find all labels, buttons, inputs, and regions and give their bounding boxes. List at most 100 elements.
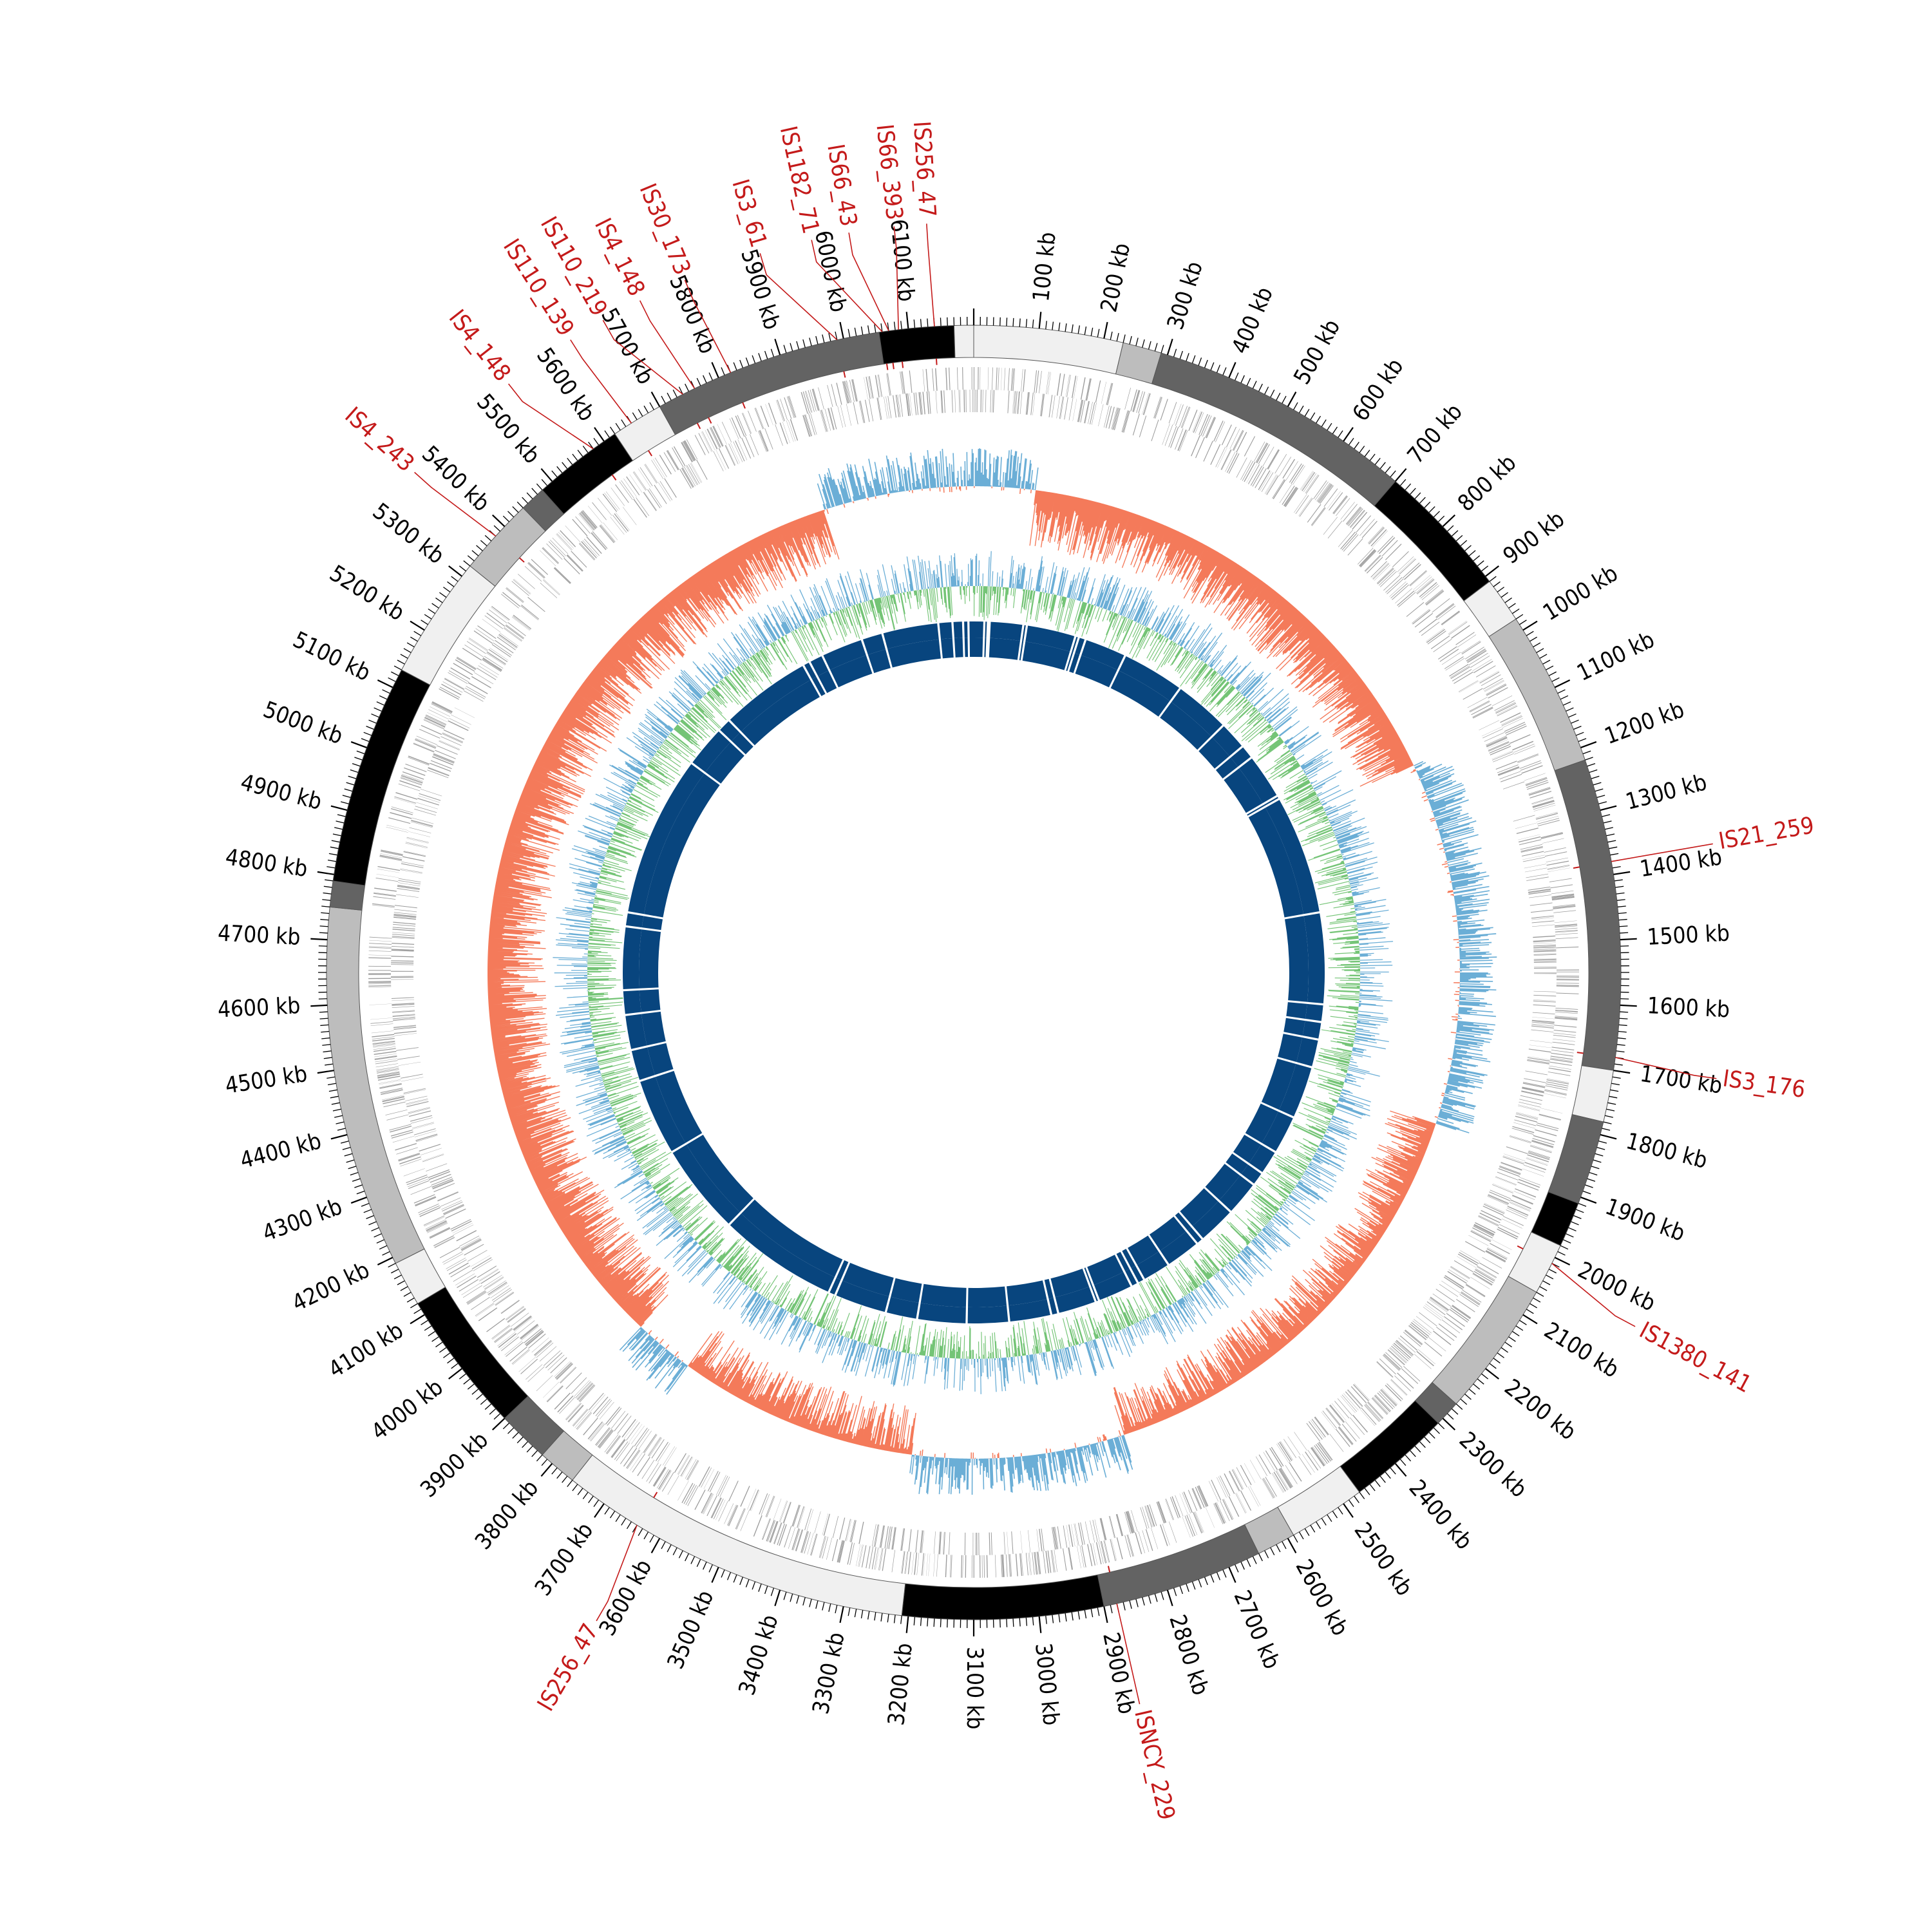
- inner-ring-segment-51: [720, 721, 740, 741]
- minor-tick: [443, 587, 451, 592]
- major-tick: [1038, 312, 1042, 329]
- minor-tick: [860, 326, 864, 335]
- inner-ring-band-4: [1019, 641, 1024, 661]
- minor-tick: [447, 581, 455, 587]
- minor-tick: [354, 757, 363, 761]
- minor-tick: [428, 1331, 436, 1337]
- major-tick: [1554, 1256, 1571, 1266]
- minor-tick: [1607, 840, 1616, 843]
- minor-tick: [1519, 1320, 1527, 1325]
- minor-tick: [332, 833, 341, 837]
- minor-tick: [459, 1373, 466, 1379]
- minor-tick: [363, 732, 372, 736]
- minor-tick: [1332, 426, 1338, 435]
- minor-tick: [330, 846, 339, 849]
- minor-tick: [835, 331, 838, 340]
- minor-tick: [1246, 377, 1251, 386]
- minor-tick: [1419, 497, 1426, 504]
- minor-tick: [467, 1383, 475, 1390]
- minor-tick: [1603, 820, 1612, 824]
- minor-tick: [1606, 1108, 1615, 1112]
- tick-label-1800kb: 1800 kb: [1624, 1128, 1710, 1174]
- inner-ring-segment-58: [939, 622, 952, 639]
- minor-tick: [421, 620, 428, 625]
- major-tick: [774, 338, 781, 355]
- gc-content-high: [553, 551, 1394, 1394]
- tick-label-3300kb: 3300 kb: [808, 1630, 850, 1716]
- minor-tick: [1428, 1432, 1435, 1439]
- minor-tick: [321, 905, 330, 907]
- tick-label-1600kb: 1600 kb: [1647, 993, 1730, 1023]
- minor-tick: [1264, 1550, 1269, 1558]
- minor-tick: [391, 671, 399, 676]
- inner-ring-segment-15: [1265, 800, 1320, 914]
- major-tick: [1580, 741, 1597, 748]
- is-marker: [1573, 866, 1580, 869]
- minor-tick: [672, 390, 677, 398]
- minor-tick: [1460, 540, 1468, 547]
- inner-ring-band-54: [818, 670, 837, 694]
- minor-tick: [1316, 415, 1321, 424]
- minor-tick: [476, 545, 483, 551]
- is-marker: [935, 358, 938, 365]
- minor-tick: [678, 1550, 683, 1558]
- minor-tick: [567, 457, 573, 465]
- minor-tick: [1477, 560, 1484, 567]
- tick-label-300kb: 300 kb: [1162, 258, 1208, 332]
- minor-tick: [502, 515, 510, 522]
- minor-tick: [752, 1581, 756, 1590]
- minor-tick: [1129, 336, 1132, 345]
- is-marker: [696, 422, 701, 430]
- inner-ring-segment-32: [1091, 1285, 1098, 1302]
- is-marker: [653, 1492, 658, 1499]
- minor-tick: [388, 1263, 396, 1268]
- minor-tick: [1204, 359, 1208, 368]
- minor-tick: [1607, 1102, 1616, 1105]
- minor-tick: [551, 470, 558, 478]
- inner-ring-band-56: [867, 649, 891, 674]
- minor-tick: [577, 450, 583, 457]
- inner-ring-segment-27: [1160, 1231, 1197, 1264]
- minor-tick: [1610, 853, 1619, 856]
- minor-tick: [1240, 375, 1245, 383]
- minor-tick: [1385, 1472, 1391, 1479]
- minor-tick: [1052, 1615, 1054, 1624]
- minor-tick: [867, 325, 870, 334]
- tick-label-4200kb: 4200 kb: [289, 1257, 374, 1316]
- minor-tick: [368, 1221, 377, 1226]
- inner-ring-segment-40: [829, 1278, 841, 1295]
- minor-tick: [397, 659, 405, 665]
- minor-tick: [1606, 833, 1615, 837]
- minor-tick: [643, 1531, 649, 1540]
- contig-segment-0: [973, 325, 1124, 375]
- minor-tick: [1455, 535, 1463, 542]
- minor-tick: [1399, 478, 1406, 486]
- minor-tick: [424, 1325, 432, 1331]
- minor-tick: [346, 1159, 355, 1163]
- inner-ring-segment-26: [1187, 1227, 1202, 1243]
- inner-ring-segment-21: [1262, 1112, 1293, 1151]
- inner-ring-band-36: [968, 1286, 1007, 1308]
- minor-tick: [1258, 1553, 1263, 1562]
- minor-tick: [413, 1309, 422, 1314]
- minor-tick: [1410, 1450, 1416, 1457]
- minor-tick: [770, 348, 775, 357]
- is-leader-line: [570, 339, 632, 424]
- major-tick: [317, 871, 334, 875]
- inner-ring-segment-60: [964, 621, 968, 638]
- minor-tick: [1316, 1521, 1321, 1530]
- minor-tick: [1424, 1436, 1431, 1444]
- minor-tick: [1616, 1050, 1625, 1053]
- minor-tick: [435, 597, 443, 603]
- minor-tick: [507, 511, 515, 518]
- minor-tick: [1338, 1507, 1343, 1515]
- major-tick: [310, 938, 328, 941]
- minor-tick: [1246, 1558, 1251, 1567]
- minor-tick: [1142, 1597, 1145, 1606]
- minor-tick: [770, 1587, 775, 1596]
- is-label-0: IS256_47: [908, 120, 940, 218]
- minor-tick: [541, 478, 548, 486]
- minor-tick: [1210, 362, 1215, 371]
- minor-tick: [319, 925, 328, 927]
- minor-tick: [1542, 659, 1551, 665]
